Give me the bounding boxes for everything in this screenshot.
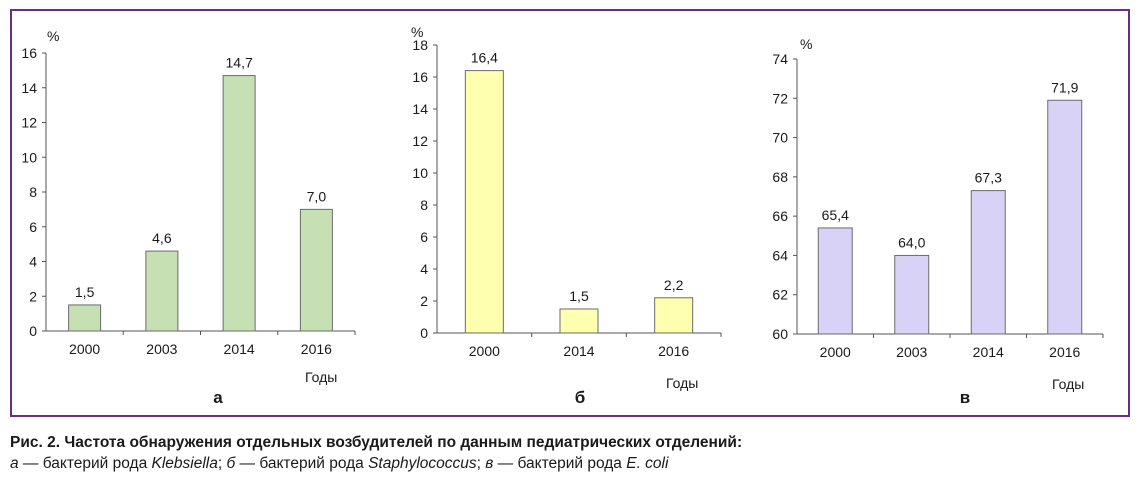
caption-segment: Staphylococcus <box>368 455 477 472</box>
y-tick-label: 66 <box>772 208 788 224</box>
y-tick-label: 14 <box>21 80 37 96</box>
bar-2016 <box>654 297 694 334</box>
caption-segment: ; <box>217 455 227 472</box>
caption-description: а — бактерий рода Klebsiella; б — бактер… <box>10 453 1130 474</box>
y-tick-label: 4 <box>29 254 37 270</box>
y-tick-label: 72 <box>772 90 788 106</box>
data-label: 1,5 <box>75 284 95 300</box>
caption-segment: в <box>485 455 494 472</box>
y-tick-label: 60 <box>772 326 788 342</box>
data-label: 71,9 <box>1051 79 1078 95</box>
x-tick-label: 2000 <box>820 344 851 360</box>
y-axis-unit: % <box>47 28 59 44</box>
bar-2016 <box>299 208 333 332</box>
caption-segment: б <box>226 455 236 472</box>
y-tick-label: 16 <box>412 69 428 85</box>
y-tick-label: 10 <box>412 165 428 181</box>
caption-segment: а <box>10 455 19 472</box>
y-axis-unit: % <box>800 36 812 52</box>
y-tick-label: 74 <box>772 51 788 67</box>
bar-2016 <box>1047 99 1083 335</box>
y-tick-label: 4 <box>420 261 428 277</box>
x-tick-label: 2016 <box>301 341 332 357</box>
panel-label: а <box>213 388 223 407</box>
caption-segment: ; <box>476 455 486 472</box>
y-tick-label: 6 <box>420 229 428 245</box>
caption-segment: Klebsiella <box>151 455 218 472</box>
x-axis-title: Годы <box>1052 376 1084 392</box>
data-label: 67,3 <box>975 170 1002 186</box>
data-label: 7,0 <box>307 188 327 204</box>
bar-2014 <box>222 75 256 332</box>
y-tick-label: 0 <box>29 323 37 339</box>
bar-2000 <box>817 227 853 335</box>
data-label: 65,4 <box>822 207 849 223</box>
figure-caption: Рис. 2. Частота обнаружения отдельных во… <box>10 432 1130 474</box>
x-axis-title: Годы <box>305 369 337 385</box>
data-label: 64,0 <box>898 234 925 250</box>
y-tick-label: 64 <box>772 247 788 263</box>
x-tick-label: 2014 <box>563 343 594 359</box>
y-tick-label: 0 <box>420 325 428 341</box>
y-tick-label: 10 <box>21 149 37 165</box>
panel-label: б <box>575 388 586 407</box>
y-tick-label: 14 <box>412 101 428 117</box>
bar-2014 <box>559 308 599 334</box>
y-axis-unit: % <box>411 24 423 40</box>
y-tick-label: 12 <box>412 133 428 149</box>
x-tick-label: 2000 <box>469 343 500 359</box>
y-tick-label: 6 <box>29 219 37 235</box>
y-tick-label: 16 <box>21 45 37 61</box>
y-tick-label: 18 <box>412 37 428 53</box>
bar-2003 <box>894 254 930 335</box>
data-label: 4,6 <box>152 230 172 246</box>
y-tick-label: 8 <box>29 184 37 200</box>
x-tick-label: 2016 <box>658 343 689 359</box>
y-tick-label: 12 <box>21 115 37 131</box>
x-tick-label: 2014 <box>973 344 1004 360</box>
y-tick-label: 62 <box>772 287 788 303</box>
bar-2000 <box>68 304 102 332</box>
bar-2000 <box>464 70 504 334</box>
x-axis-title: Годы <box>666 375 698 391</box>
y-tick-label: 70 <box>772 130 788 146</box>
x-tick-label: 2014 <box>224 341 255 357</box>
caption-segment: — бактерий рода <box>235 455 369 472</box>
figure-frame <box>10 9 1130 417</box>
bar-2014 <box>970 190 1006 335</box>
y-tick-label: 8 <box>420 197 428 213</box>
x-tick-label: 2003 <box>896 344 927 360</box>
y-tick-label: 2 <box>420 293 428 309</box>
data-label: 14,7 <box>226 55 253 71</box>
x-tick-label: 2000 <box>69 341 100 357</box>
x-tick-label: 2016 <box>1049 344 1080 360</box>
data-label: 1,5 <box>569 288 589 304</box>
caption-segment: — бактерий рода <box>493 455 627 472</box>
y-tick-label: 2 <box>29 288 37 304</box>
y-tick-label: 68 <box>772 169 788 185</box>
caption-title: Рис. 2. Частота обнаружения отдельных во… <box>10 434 743 451</box>
panel-label: в <box>960 388 970 407</box>
data-label: 16,4 <box>471 50 498 66</box>
data-label: 2,2 <box>664 277 684 293</box>
caption-segment: — бактерий рода <box>18 455 152 472</box>
caption-segment: E. coli <box>626 455 669 472</box>
x-tick-label: 2003 <box>146 341 177 357</box>
bar-2003 <box>145 250 179 332</box>
